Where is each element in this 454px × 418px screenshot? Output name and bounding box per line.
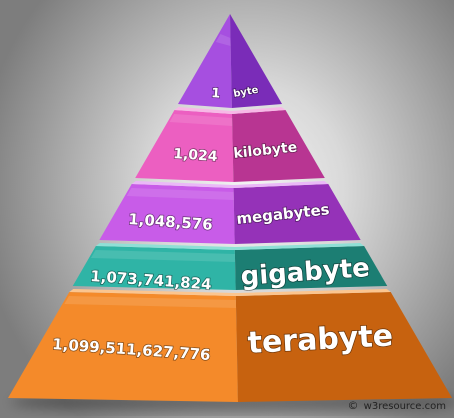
- pyramid-tier-gigabyte: [72, 243, 388, 290]
- credit-text: w3resource.com: [363, 401, 446, 412]
- tier-front-face: [135, 110, 234, 182]
- copyright-credit: © w3resource.com: [347, 399, 446, 412]
- pyramid-tier-byte: [177, 14, 283, 108]
- tier-unit-label: terabyte: [247, 318, 394, 361]
- tier-front-face: [72, 246, 236, 290]
- tier-side-face: [232, 110, 325, 182]
- tier-front-face: [8, 292, 238, 402]
- tier-gloss: [169, 114, 233, 126]
- pyramid-tier-megabytes: [99, 181, 361, 244]
- tier-value-label: 1,024: [173, 146, 219, 165]
- tier-side-face: [230, 14, 283, 108]
- tier-top-bevel: [131, 181, 329, 188]
- tier-top-bevel: [95, 243, 365, 250]
- pyramid-tier-kilobyte: [135, 107, 325, 182]
- pyramid-tier-terabyte: [8, 289, 452, 402]
- tier-top-bevel: [69, 289, 391, 296]
- tier-unit-label: byte: [233, 85, 260, 100]
- tier-gloss: [215, 34, 231, 46]
- tier-side-face: [234, 246, 388, 290]
- tier-side-face: [235, 292, 452, 402]
- tier-gloss: [126, 188, 234, 200]
- tier-front-face: [177, 14, 232, 108]
- tier-top-bevel: [174, 107, 286, 114]
- tier-gloss: [90, 250, 236, 262]
- copyright-icon: ©: [347, 399, 359, 412]
- tier-value-label: 1: [211, 86, 221, 102]
- tier-front-face: [99, 184, 235, 244]
- tier-gloss: [64, 296, 237, 308]
- tier-side-face: [233, 184, 361, 244]
